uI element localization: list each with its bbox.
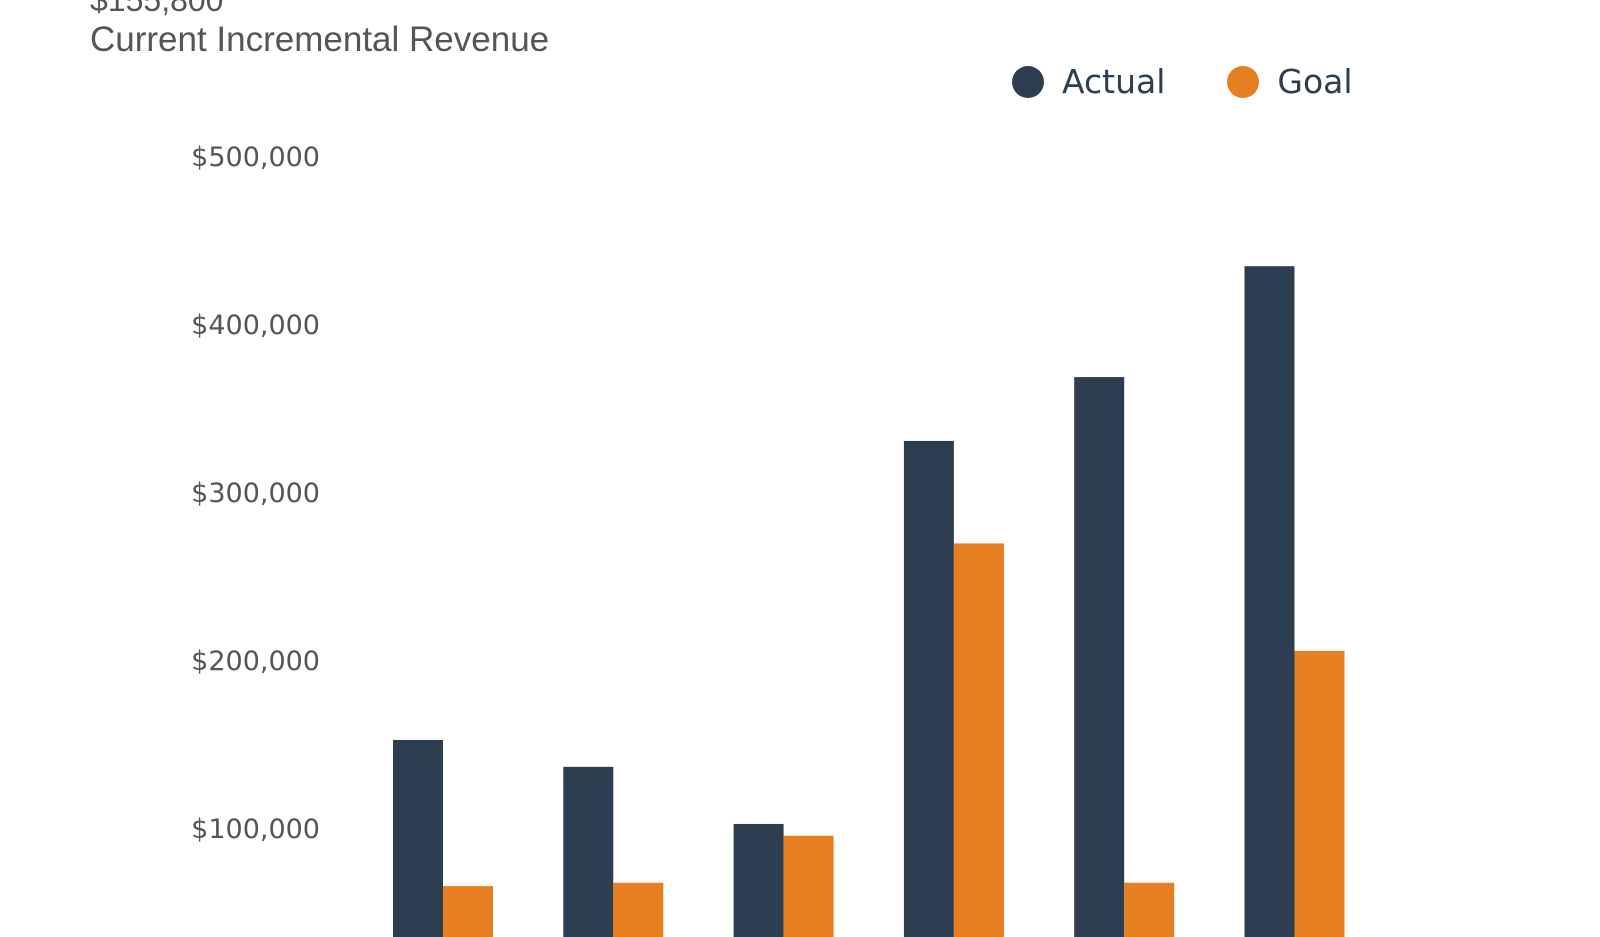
bar-actual [563,766,614,937]
bar-goal [1124,882,1175,937]
bar-actual [1074,377,1125,937]
legend-label-actual: Actual [1062,62,1166,101]
bar-goal [1294,650,1345,937]
bar-goal [613,882,664,937]
y-tick-label: $300,000 [191,478,320,509]
y-tick-label: $200,000 [191,646,320,677]
y-tick-label: $100,000 [191,814,320,845]
bar-actual [1244,266,1295,937]
y-tick-label: $500,000 [191,142,320,173]
y-axis-ticks: $100,000 $200,000 $300,000 $400,000 $500,000 [191,142,320,845]
legend-dot-goal [1227,65,1260,98]
bar-goal [443,886,493,937]
bar-goal [783,835,834,937]
revenue-header: $155,800 Current Incremental Revenue [90,0,549,62]
chart-legend: Actual Goal [1012,62,1415,101]
legend-item-actual: Actual [1012,62,1165,101]
y-tick-label: $400,000 [191,310,320,341]
revenue-value: $155,800 [90,0,224,18]
bar-actual [393,739,443,937]
legend-item-goal: Goal [1227,62,1353,101]
revenue-caption: Current Incremental Revenue [90,20,550,59]
bar-actual [903,440,954,937]
bar-actual [733,823,784,937]
legend-dot-actual [1012,65,1044,98]
bars-group [393,266,1345,937]
legend-label-goal: Goal [1277,62,1353,101]
bar-goal [953,543,1004,937]
